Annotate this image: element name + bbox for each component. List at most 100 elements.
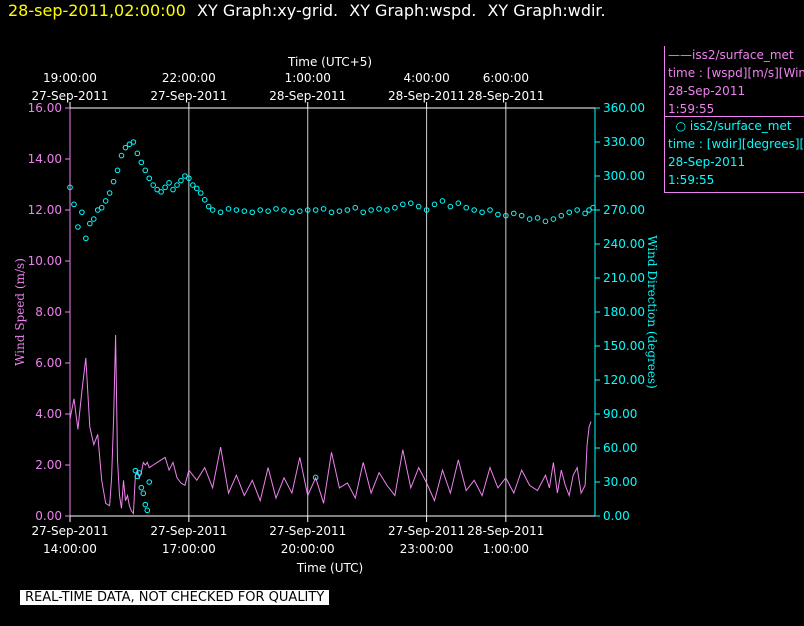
left-tick-label: 2.00	[35, 458, 62, 472]
wind-direction-point	[566, 209, 573, 216]
right-tick-label: 90.00	[603, 407, 637, 421]
wind-direction-point	[217, 209, 224, 216]
wind-direction-point	[487, 207, 493, 213]
legend-wspd-line1: time : [wspd][m/s][Wind	[668, 66, 804, 80]
graph-header: 28-sep-2011,02:00:00 XY Graph:xy-grid. X…	[8, 1, 612, 20]
wind-direction-point	[392, 204, 398, 211]
right-tick-label: 180.00	[603, 305, 645, 319]
wind-direction-point	[360, 209, 367, 216]
wind-direction-point	[83, 235, 89, 242]
wind-direction-point	[122, 144, 129, 151]
right-tick-label: 30.00	[603, 475, 637, 489]
right-tick-label: 240.00	[603, 237, 645, 251]
top-tick-date: 28-Sep-2011	[467, 89, 544, 103]
bottom-axis-title: Time (UTC)	[296, 561, 363, 575]
top-tick-date: 28-Sep-2011	[269, 89, 346, 103]
wind-direction-point	[582, 210, 588, 217]
quality-disclaimer: REAL-TIME DATA, NOT CHECKED FOR QUALITY	[20, 590, 330, 605]
wind-direction-point	[79, 209, 85, 216]
wind-direction-point	[328, 209, 335, 216]
bottom-tick-time: 14:00:00	[43, 542, 97, 556]
legend-circle-marker: ○	[668, 119, 690, 133]
wind-direction-point	[209, 207, 216, 213]
wind-direction-point	[205, 203, 212, 210]
wind-direction-point	[162, 184, 168, 191]
left-tick-label: 14.00	[28, 152, 62, 166]
bottom-tick-date: 27-Sep-2011	[31, 524, 108, 538]
right-tick-label: 330.00	[603, 135, 645, 149]
wind-direction-point	[542, 218, 549, 225]
wind-direction-point	[98, 204, 105, 211]
wind-direction-point	[154, 186, 160, 193]
wind-direction-point	[110, 178, 117, 185]
wind-direction-point	[241, 208, 248, 214]
legend-wdir-time: 1:59:55	[668, 173, 715, 187]
top-tick-time: 22:00:00	[162, 71, 216, 85]
right-tick-label: 60.00	[603, 441, 637, 455]
legend-wdir-title: iss2/surface_met	[689, 119, 792, 133]
left-tick-label: 6.00	[35, 356, 62, 370]
wind-direction-point	[166, 180, 172, 186]
wind-direction-point	[495, 211, 501, 218]
wind-direction-point	[94, 207, 101, 213]
wind-direction-series	[67, 139, 596, 514]
wind-direction-point	[344, 207, 351, 213]
left-tick-label: 8.00	[35, 305, 62, 319]
left-tick-label: 12.00	[28, 203, 62, 217]
wind-direction-point	[146, 175, 153, 182]
right-tick-label: 0.00	[603, 509, 630, 523]
wind-direction-point	[182, 173, 188, 179]
wind-direction-point	[534, 215, 541, 221]
wind-direction-point	[281, 207, 287, 213]
wind-direction-point	[455, 200, 462, 206]
legend-wspd-title: iss2/surface_met	[692, 48, 794, 62]
wind-direction-point	[102, 198, 109, 204]
left-axis-title: Wind Speed (m/s)	[13, 258, 27, 366]
wind-direction-point	[193, 185, 200, 192]
wind-direction-point	[150, 182, 157, 188]
right-axis-title: Wind Direction (degrees)	[645, 235, 659, 389]
wind-direction-point	[289, 209, 295, 216]
wind-direction-point	[87, 220, 93, 227]
wind-direction-point	[201, 197, 208, 203]
wind-direction-point	[447, 203, 454, 210]
bottom-tick-time: 17:00:00	[162, 542, 216, 556]
right-tick-label: 210.00	[603, 271, 645, 285]
wind-direction-point	[503, 212, 509, 219]
wind-direction-point	[225, 206, 232, 212]
top-tick-date: 27-Sep-2011	[150, 89, 227, 103]
top-tick-time: 6:00:00	[483, 71, 529, 85]
header-timestamp: 28-sep-2011,02:00:00	[8, 1, 186, 20]
wind-direction-point	[75, 224, 81, 230]
wind-direction-point	[526, 216, 533, 222]
bottom-tick-date: 27-Sep-2011	[150, 524, 227, 538]
wind-direction-point	[479, 209, 485, 216]
wind-direction-point	[118, 152, 125, 159]
top-tick-date: 27-Sep-2011	[31, 89, 108, 103]
right-tick-label: 360.00	[603, 101, 645, 115]
wind-direction-point	[144, 507, 151, 514]
top-tick-time: 19:00:00	[43, 71, 97, 85]
tick-labels: 27-Sep-2011 14:00:00 27-Sep-2011 17:00:00 27…	[28, 71, 645, 556]
wind-direction-point	[136, 470, 143, 476]
right-tick-label: 150.00	[603, 339, 645, 353]
bottom-tick-date: 27-Sep-2011	[269, 524, 346, 538]
wind-direction-point	[273, 206, 279, 212]
wind-direction-point	[197, 190, 204, 196]
wind-direction-point	[138, 159, 145, 166]
wind-direction-point	[158, 189, 164, 195]
wind-direction-point	[114, 167, 121, 174]
vertical-grid	[188, 108, 507, 516]
wind-direction-point	[146, 479, 153, 485]
wind-direction-point	[140, 490, 147, 497]
wind-direction-point	[558, 212, 565, 219]
legend-wspd-date: 28-Sep-2011	[668, 84, 746, 98]
wind-direction-point	[518, 212, 525, 219]
top-tick-time: 4:00:00	[403, 71, 449, 85]
legend-wdir-date: 28-Sep-2011	[668, 155, 746, 169]
wind-direction-point	[138, 484, 145, 491]
left-tick-label: 4.00	[35, 407, 62, 421]
wind-direction-point	[90, 216, 97, 222]
wind-direction-point	[574, 207, 580, 213]
axes	[65, 102, 600, 522]
